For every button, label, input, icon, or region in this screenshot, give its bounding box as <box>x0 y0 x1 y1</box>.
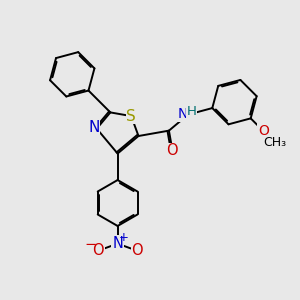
Text: N: N <box>88 120 100 135</box>
Text: CH₃: CH₃ <box>263 136 286 149</box>
Text: S: S <box>126 109 136 124</box>
Text: O: O <box>258 124 268 138</box>
Text: H: H <box>187 104 196 118</box>
Text: +: + <box>118 231 128 244</box>
Text: O: O <box>167 143 178 158</box>
Text: N: N <box>112 236 123 251</box>
Text: N: N <box>178 107 188 121</box>
Text: O: O <box>131 243 143 258</box>
Text: O: O <box>92 243 104 258</box>
Text: H: H <box>184 105 195 118</box>
Text: −: − <box>85 237 97 252</box>
Text: N: N <box>178 108 188 122</box>
